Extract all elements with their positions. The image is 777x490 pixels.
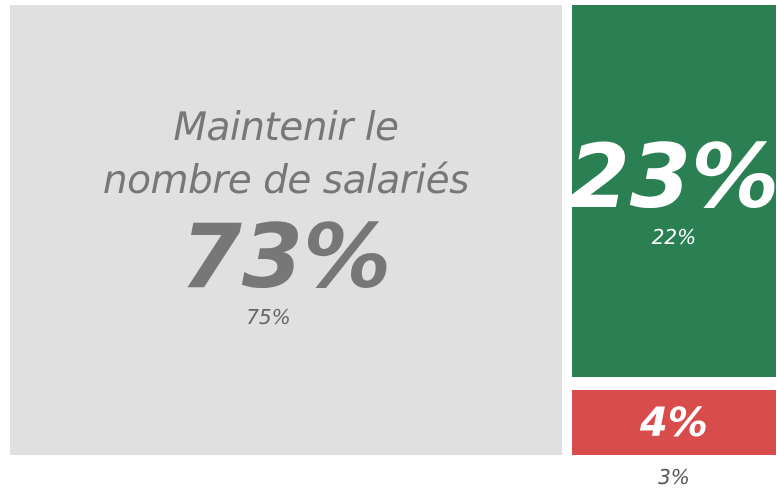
comparison-label: 3% — [658, 465, 690, 489]
value-label: 23% — [568, 125, 777, 229]
treemap-tile: 4% — [571, 390, 776, 455]
comparison-label: 75% — [246, 305, 291, 329]
category-label: Maintenir le nombre de salariés — [102, 105, 470, 203]
treemap-tile: Maintenir le nombre de salariés 73% 75% — [10, 5, 562, 455]
treemap-tile: 23% 22% — [568, 5, 777, 378]
comparison-label: 22% — [651, 225, 697, 250]
value-label: 4% — [639, 399, 708, 446]
value-label: 73% — [180, 205, 392, 308]
